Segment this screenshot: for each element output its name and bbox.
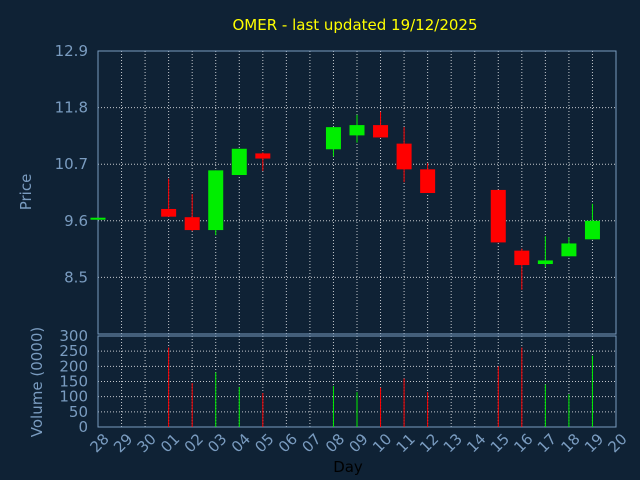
- volume-tick-label: 250: [59, 342, 88, 360]
- x-tick-label: 17: [534, 430, 560, 456]
- x-tick-label: 10: [369, 430, 395, 456]
- candle-body: [325, 127, 341, 150]
- candle-body: [90, 217, 106, 220]
- x-tick-label: 06: [275, 430, 301, 456]
- x-tick-label: 20: [605, 430, 631, 456]
- x-tick-label: 02: [181, 430, 207, 456]
- volume-tick-label: 300: [59, 327, 88, 345]
- volume-tick-label: 150: [59, 373, 88, 391]
- x-tick-label: 03: [204, 430, 230, 456]
- price-tick-label: 12.9: [55, 42, 88, 60]
- candle-body: [396, 143, 412, 170]
- price-tick-label: 11.8: [55, 99, 88, 117]
- x-tick-label: 16: [510, 430, 536, 456]
- candle-body: [349, 125, 365, 136]
- candle-body: [255, 153, 271, 159]
- x-tick-label: 14: [463, 430, 489, 456]
- x-tick-label: 07: [298, 430, 324, 456]
- x-tick-label: 01: [157, 430, 183, 456]
- x-tick-label: 13: [440, 430, 466, 456]
- price-tick-label: 9.6: [64, 212, 88, 230]
- x-tick-label: 09: [346, 430, 372, 456]
- candle-body: [537, 260, 553, 265]
- candle-body: [161, 208, 177, 217]
- x-tick-label: 05: [251, 430, 277, 456]
- x-axis-label: Day: [333, 458, 363, 476]
- volume-axis-label: Volume (0000): [28, 327, 46, 437]
- candle-body: [490, 189, 506, 243]
- price-tick-label: 8.5: [64, 268, 88, 286]
- x-tick-label: 29: [110, 430, 136, 456]
- candle-body: [231, 148, 247, 176]
- x-tick-label: 11: [393, 430, 419, 456]
- x-tick-label: 04: [228, 430, 254, 456]
- volume-tick-label: 0: [78, 418, 88, 436]
- x-tick-label: 15: [487, 430, 513, 456]
- price-tick-label: 10.7: [55, 155, 88, 173]
- candle-body: [373, 125, 389, 138]
- volume-tick-label: 50: [69, 403, 88, 421]
- volume-tick-label: 200: [59, 357, 88, 375]
- candle-body: [561, 243, 577, 257]
- x-tick-label: 30: [134, 430, 160, 456]
- volume-tick-label: 100: [59, 388, 88, 406]
- candle-body: [184, 217, 200, 231]
- chart-title: OMER - last updated 19/12/2025: [232, 16, 477, 34]
- x-tick-label: 18: [557, 430, 583, 456]
- candle-body: [420, 169, 436, 194]
- candle-body: [208, 170, 224, 231]
- x-tick-label: 19: [581, 430, 607, 456]
- price-axis-label: Price: [17, 174, 35, 211]
- price-panel-frame: [97, 50, 617, 335]
- candle-body: [584, 220, 600, 240]
- x-tick-label: 28: [87, 430, 113, 456]
- candle-body: [514, 250, 530, 266]
- x-tick-label: 12: [416, 430, 442, 456]
- x-tick-label: 08: [322, 430, 348, 456]
- x-tick-labels: 2829300102030405060708091011121314151617…: [87, 430, 631, 456]
- price-panel: 8.5 9.6 10.7 11.8 12.9: [55, 42, 617, 335]
